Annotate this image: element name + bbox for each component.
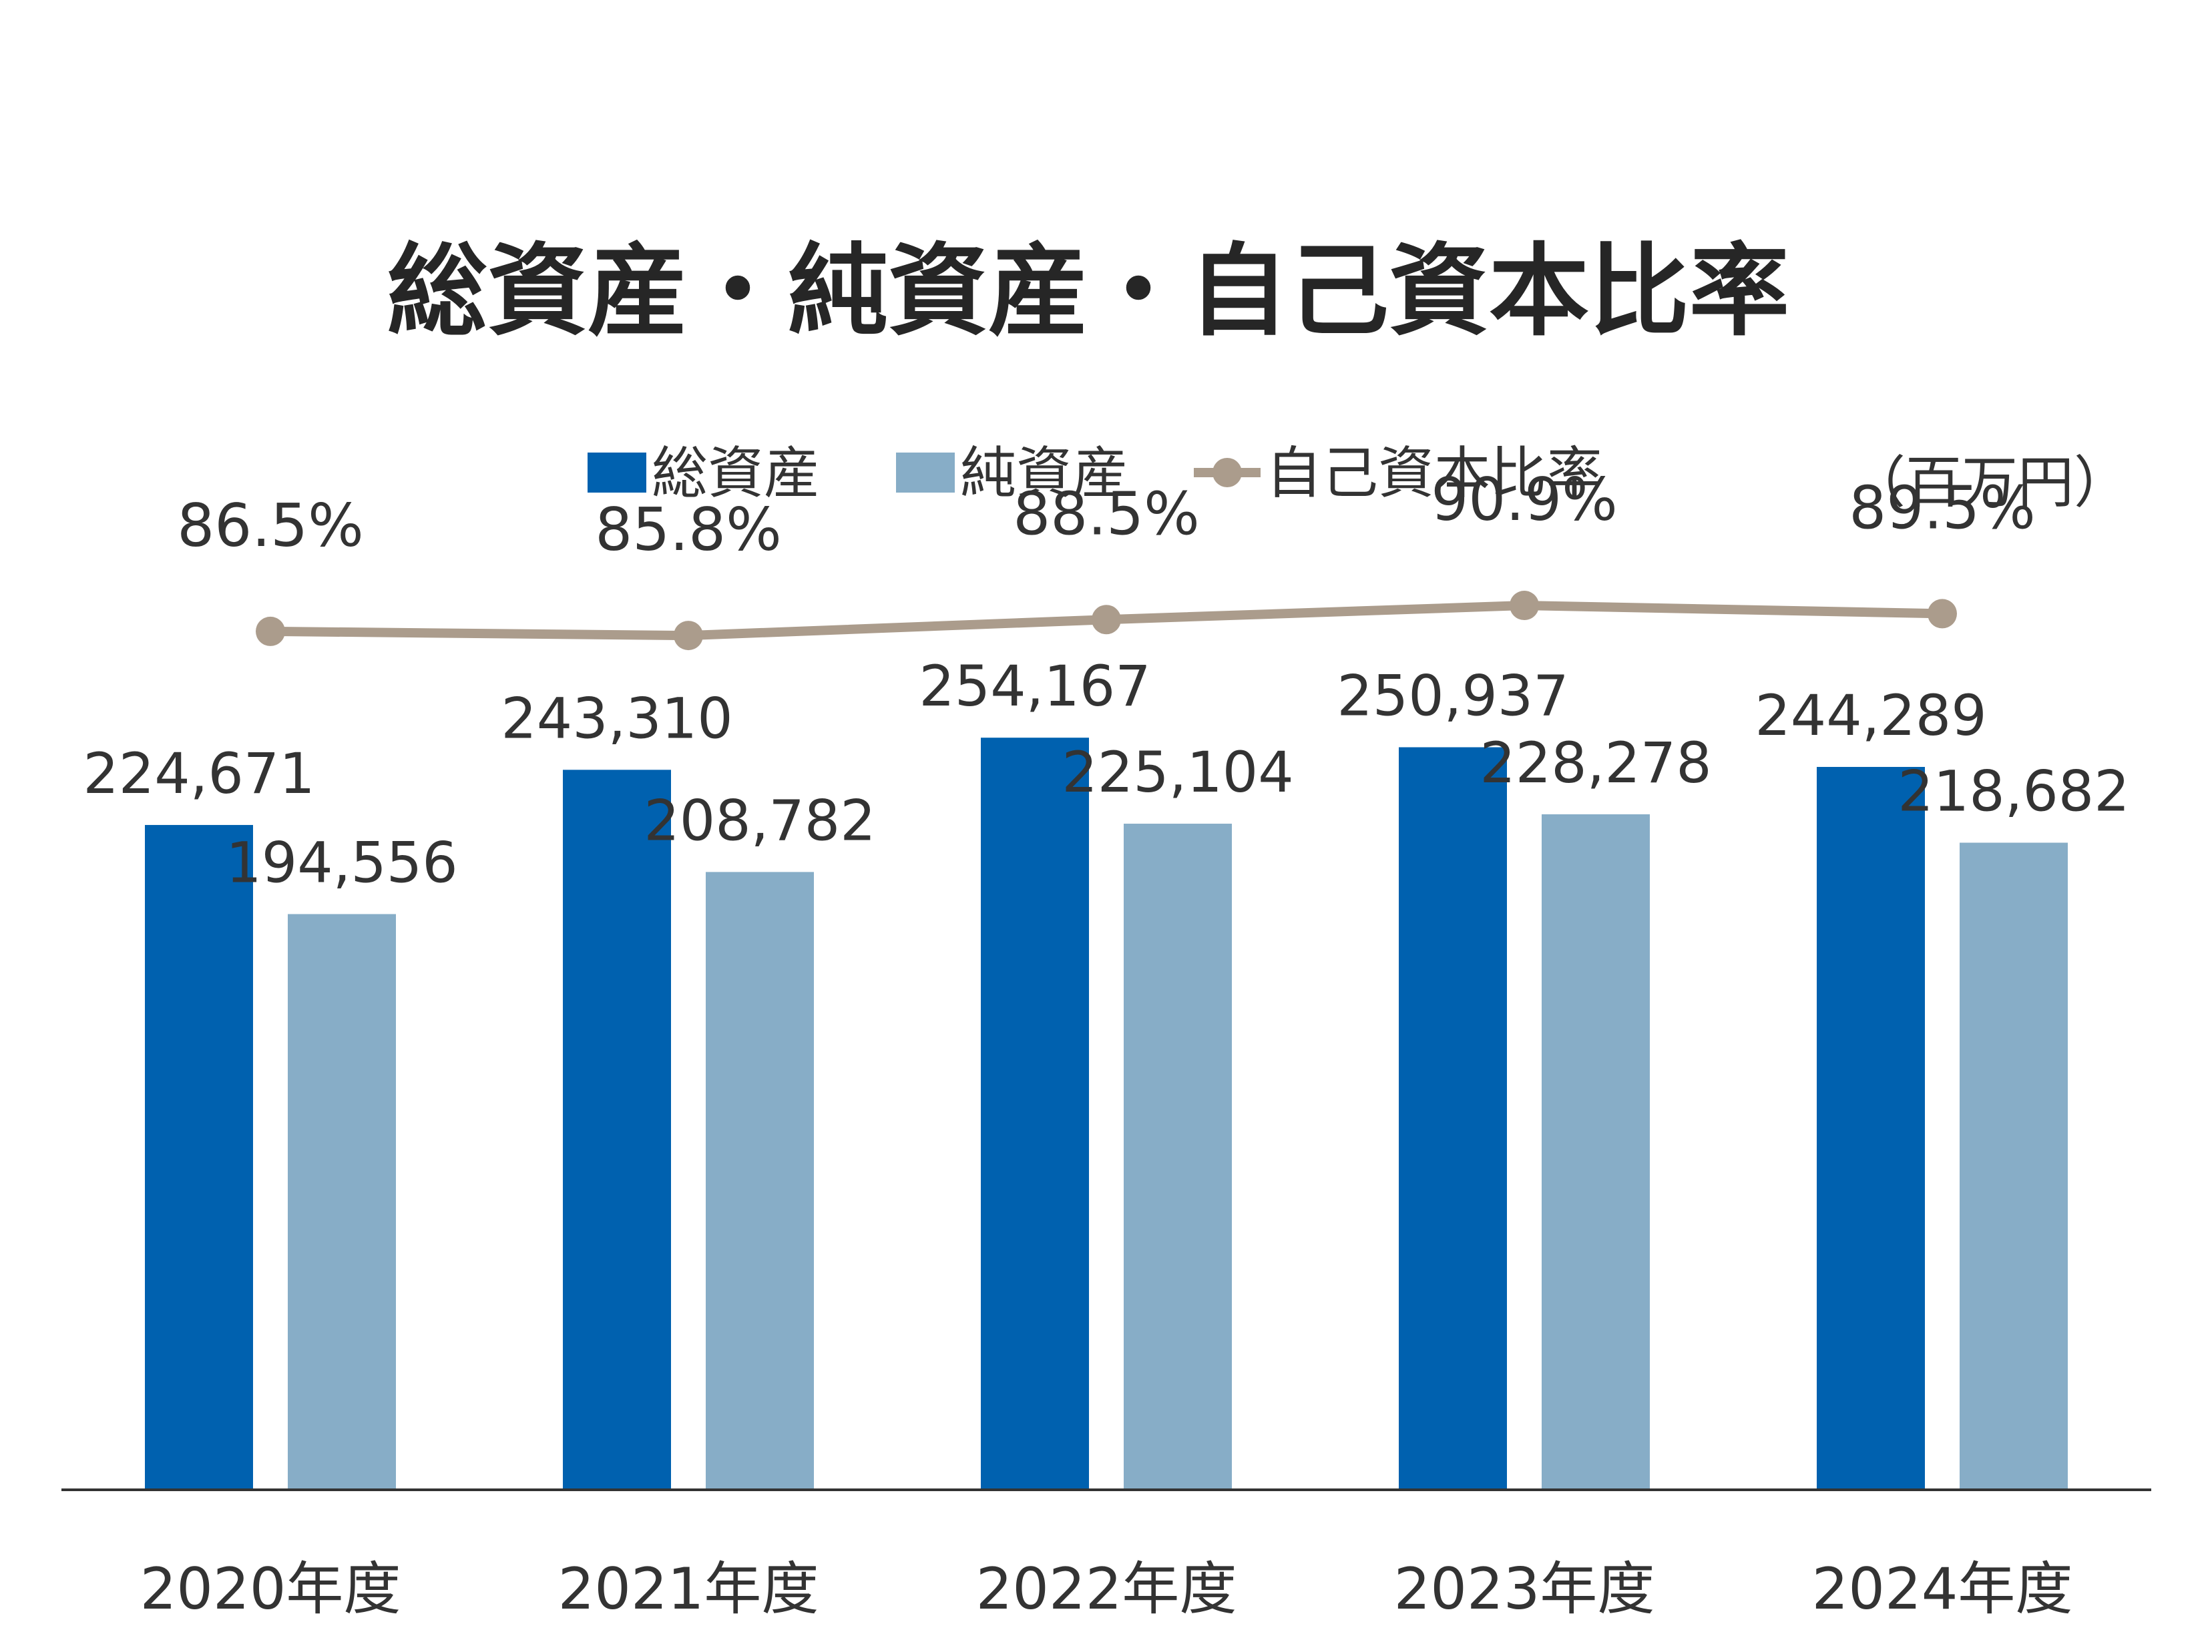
value-label-total-assets: 254,167: [919, 653, 1150, 719]
ratio-point: [1510, 591, 1539, 621]
legend-label-total-assets: 総資産: [652, 441, 820, 506]
legend-label-ratio: 自己資本比率: [1266, 441, 1602, 506]
x-tick-label: 2023年度: [1394, 1556, 1655, 1623]
bar-net-assets: [1124, 824, 1232, 1490]
bars: [145, 738, 2068, 1490]
value-label-net-assets: 218,682: [1898, 759, 2129, 824]
legend-swatch-net-assets: [896, 453, 955, 493]
ratio-point: [1928, 599, 1957, 629]
value-label-total-assets: 250,937: [1337, 663, 1568, 729]
value-label-net-assets: 225,104: [1062, 740, 1293, 805]
ratio-label: 90.9%: [1431, 465, 1618, 534]
x-tick-label: 2021年度: [558, 1556, 819, 1623]
bar-net-assets: [288, 914, 396, 1490]
legend-label-net-assets: 純資産: [960, 441, 1128, 506]
bar-net-assets: [1960, 842, 2068, 1490]
x-tick-label: 2024年度: [1812, 1556, 2073, 1623]
x-tick-label: 2020年度: [140, 1556, 401, 1623]
x-axis: 2020年度 2021年度 2022年度 2023年度 2024年度: [61, 1488, 2151, 1623]
x-tick-label: 2022年度: [976, 1556, 1237, 1623]
ratio-point: [674, 621, 703, 651]
value-label-net-assets: 208,782: [644, 788, 875, 853]
ratio-label: 88.5%: [1013, 479, 1200, 548]
ratio-line: [256, 591, 1957, 651]
bar-total-assets: [1817, 766, 1925, 1490]
ratio-label: 86.5%: [177, 491, 364, 560]
bar-net-assets: [706, 872, 814, 1490]
bar-total-assets: [1399, 747, 1507, 1490]
value-label-net-assets: 228,278: [1480, 730, 1711, 796]
legend-marker-ratio: [1212, 458, 1242, 487]
bar-total-assets: [981, 738, 1089, 1490]
value-label-net-assets: 194,556: [226, 830, 457, 895]
data-labels: 224,671 194,556 243,310 208,782 254,167 225,1…: [83, 465, 2129, 895]
value-label-total-assets: 243,310: [501, 685, 732, 751]
ratio-label: 89.5%: [1849, 473, 2036, 542]
ratio-point: [1092, 605, 1121, 635]
chart-title: 総資産・純資産・自己資本比率: [387, 234, 1789, 350]
bar-total-assets: [563, 770, 671, 1490]
bar-net-assets: [1542, 814, 1650, 1490]
ratio-point: [256, 616, 285, 646]
unit-label: （百万円）: [1849, 450, 2130, 515]
value-label-total-assets: 244,289: [1755, 683, 1986, 748]
ratio-label: 85.8%: [595, 495, 782, 564]
value-label-total-assets: 224,671: [83, 741, 314, 806]
legend: 総資産 純資産 自己資本比率: [588, 441, 1602, 506]
legend-swatch-total-assets: [588, 453, 646, 493]
bar-total-assets: [145, 824, 253, 1490]
